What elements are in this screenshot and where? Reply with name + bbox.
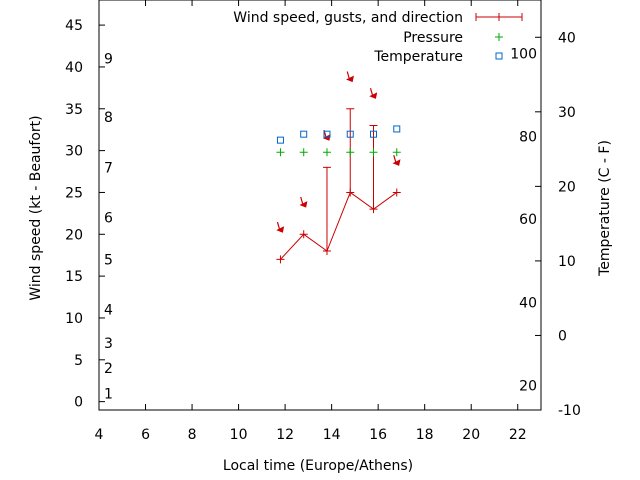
y-axis-label: Wind speed (kt - Beaufort): [28, 115, 44, 300]
beaufort-scale: 1 2 3 4 5 6 7 8 9: [104, 52, 113, 403]
legend-wind-label: Wind speed, gusts, and direction: [233, 10, 463, 26]
plot-frame: [98, 0, 542, 411]
fahrenheit-label: 80: [519, 129, 537, 145]
x-axis: 4 6 8 10 12 14 16 18 20 22: [95, 0, 527, 443]
pressure-point: [369, 148, 378, 157]
y-tick-label: 30: [65, 144, 83, 160]
wind-direction-shaft: [369, 88, 374, 96]
fahrenheit-scale: 20 40 60 80 100: [510, 47, 537, 395]
y-tick-label: 5: [74, 353, 83, 369]
pressure-point: [346, 148, 355, 157]
legend-temperature-label: Temperature: [373, 49, 463, 65]
y2-tick-label: 0: [558, 328, 567, 344]
y2-axis-label: Temperature (C - F): [597, 140, 613, 277]
wind-direction-arrow: [299, 201, 308, 208]
y-tick-label: 40: [65, 60, 83, 76]
wind-direction-shaft: [346, 71, 350, 79]
temperature-point: [393, 125, 401, 133]
beaufort-label: 3: [104, 336, 113, 352]
y-tick-label: 45: [65, 18, 83, 34]
beaufort-label: 2: [104, 361, 113, 377]
pressure-point: [276, 148, 285, 157]
legend-wind-marker: [495, 13, 503, 21]
wind-speed-point: [322, 247, 331, 256]
temperature-point: [276, 136, 284, 144]
beaufort-label: 1: [104, 386, 113, 402]
wind-speed-point: [392, 188, 401, 197]
temperature-point: [323, 130, 331, 138]
x-tick-label: 18: [416, 427, 434, 443]
pressure-point: [392, 148, 401, 157]
wind-speed-point: [276, 255, 285, 264]
wind-direction-arrow: [276, 226, 285, 233]
y2-tick-label: 30: [558, 105, 576, 121]
y-tick-label: 20: [65, 227, 83, 243]
y-tick-label: 15: [65, 269, 83, 285]
beaufort-label: 9: [104, 52, 113, 68]
legend: Wind speed, gusts, and direction Pressur…: [233, 10, 523, 65]
wind-speed-point: [299, 230, 308, 239]
temperature-point: [300, 130, 308, 138]
temperature-point: [346, 130, 354, 138]
x-tick-label: 20: [462, 427, 480, 443]
x-tick-label: 12: [276, 427, 294, 443]
wind-direction-arrow: [346, 75, 354, 83]
pressure-point: [299, 148, 308, 157]
temperature-series: [276, 125, 401, 144]
x-tick-label: 6: [141, 427, 150, 443]
fahrenheit-label: 60: [519, 212, 537, 228]
wind-direction-shaft: [300, 196, 304, 205]
x-tick-label: 8: [188, 427, 197, 443]
y-tick-label: 35: [65, 102, 83, 118]
x-tick-label: 16: [369, 427, 387, 443]
temperature-point: [370, 130, 378, 138]
wind-speed-point: [346, 188, 355, 197]
fahrenheit-label: 20: [519, 378, 537, 394]
beaufort-label: 5: [104, 252, 113, 268]
wind-series: [276, 71, 401, 264]
beaufort-label: 4: [104, 303, 113, 319]
fahrenheit-label: 100: [510, 47, 537, 63]
legend-pressure-label: Pressure: [403, 30, 463, 46]
y2-tick-label: 20: [558, 179, 576, 195]
y2-tick-label: -10: [558, 403, 581, 419]
x-tick-label: 4: [95, 427, 104, 443]
legend-temperature-marker: [495, 52, 503, 60]
wind-direction-shaft: [276, 221, 281, 230]
wind-speed-point: [369, 205, 378, 214]
wind-direction-arrow: [392, 159, 401, 166]
beaufort-label: 6: [104, 211, 113, 227]
y-axis-left: 0 5 10 15 20 25 30 35 40 45: [65, 18, 105, 411]
wind-direction-shaft: [393, 154, 397, 163]
y-axis-right: -10 0 10 20 30 40: [535, 30, 581, 419]
y-tick-label: 25: [65, 185, 83, 201]
y2-tick-label: 10: [558, 254, 576, 270]
wind-direction-arrow: [369, 92, 378, 99]
legend-pressure-marker: [495, 33, 503, 41]
x-tick-label: 14: [323, 427, 341, 443]
y2-tick-label: 40: [558, 30, 576, 46]
y-tick-label: 0: [74, 395, 83, 411]
fahrenheit-label: 40: [519, 296, 537, 312]
pressure-series: [276, 148, 401, 157]
beaufort-label: 8: [104, 110, 113, 126]
x-tick-label: 10: [230, 427, 248, 443]
wind-speed-line: [280, 191, 398, 260]
x-tick-label: 22: [509, 427, 527, 443]
beaufort-label: 7: [104, 160, 113, 176]
y-tick-label: 10: [65, 311, 83, 327]
x-axis-label: Local time (Europe/Athens): [223, 458, 413, 474]
pressure-point: [322, 148, 331, 157]
